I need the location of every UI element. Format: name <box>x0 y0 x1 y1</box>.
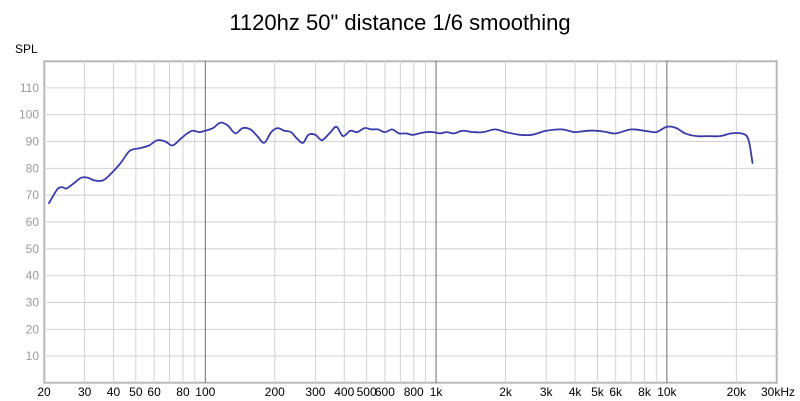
x-tick-label: 20 <box>37 385 51 399</box>
x-tick-label: 600 <box>375 385 395 399</box>
y-tick-label: 30 <box>26 296 40 310</box>
x-tick-label: 400 <box>334 385 354 399</box>
x-tick-label: 50 <box>129 385 143 399</box>
y-tick-label: 80 <box>26 161 40 175</box>
x-tick-label: 40 <box>107 385 121 399</box>
x-tick-label: 30kHz <box>761 385 795 399</box>
y-tick-label: 40 <box>26 269 40 283</box>
x-tick-label: 30 <box>78 385 92 399</box>
y-tick-label: 110 <box>20 81 39 95</box>
y-tick-label: 50 <box>26 242 40 256</box>
x-tick-label: 6k <box>609 385 623 399</box>
y-tick-label: 90 <box>26 135 40 149</box>
x-tick-label: 4k <box>569 385 583 399</box>
y-tick-label: 70 <box>26 188 40 202</box>
x-tick-label: 200 <box>265 385 285 399</box>
y-tick-label: 100 <box>19 108 39 122</box>
y-tick-label: 10 <box>26 349 40 363</box>
x-tick-label: 10k <box>657 385 677 399</box>
x-tick-label: 60 <box>147 385 161 399</box>
y-tick-labels: 10 20 30 40 50 60 70 80 90 100 110 <box>19 81 39 363</box>
x-tick-label: 800 <box>404 385 424 399</box>
x-tick-label: 1k <box>430 385 444 399</box>
y-tick-label: 20 <box>26 322 40 336</box>
y-axis-label: SPL <box>15 42 38 56</box>
x-tick-label: 2k <box>499 385 513 399</box>
x-tick-label: 5k <box>591 385 605 399</box>
x-tick-label: 80 <box>176 385 190 399</box>
x-tick-label: 500 <box>357 385 377 399</box>
x-tick-label: 300 <box>305 385 325 399</box>
x-tick-label: 3k <box>540 385 554 399</box>
spl-response-line <box>48 121 754 205</box>
chart-title: 1120hz 50" distance 1/6 smoothing <box>229 10 570 35</box>
x-tick-label: 100 <box>195 385 215 399</box>
y-tick-label: 60 <box>26 215 40 229</box>
x-tick-label: 20k <box>727 385 747 399</box>
x-tick-label: 8k <box>638 385 652 399</box>
